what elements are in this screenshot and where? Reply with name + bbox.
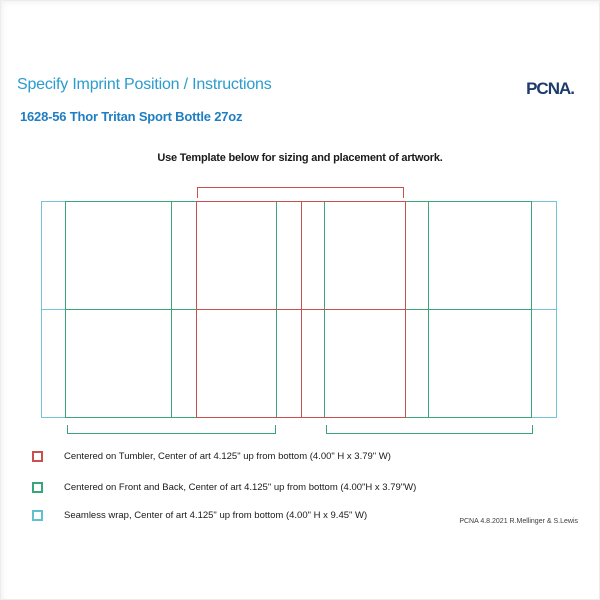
tumbler-center-vertical-line <box>300 202 302 417</box>
front-center-vertical-line <box>170 202 172 417</box>
footer-credit: PCNA 4.8.2021 R.Mellinger & S.Lewis <box>459 518 578 525</box>
back-width-bracket <box>326 425 533 434</box>
front-width-bracket <box>67 425 276 434</box>
tumbler-width-bracket <box>197 187 404 198</box>
legend-label: Centered on Tumbler, Center of art 4.125… <box>64 451 391 462</box>
legend-item-seamless-wrap: Seamless wrap, Center of art 4.125" up f… <box>32 510 367 521</box>
legend-label: Centered on Front and Back, Center of ar… <box>64 482 417 493</box>
pcna-logo: PCNA. <box>526 79 575 98</box>
legend-item-front-back: Centered on Front and Back, Center of ar… <box>32 482 416 493</box>
tumbler-swatch-icon <box>32 451 43 462</box>
page-title: Specify Imprint Position / Instructions <box>17 76 272 93</box>
legend-item-tumbler: Centered on Tumbler, Center of art 4.125… <box>32 451 391 462</box>
tumbler-imprint-outline <box>196 201 406 418</box>
product-title: 1628-56 Thor Tritan Sport Bottle 27oz <box>20 109 243 124</box>
template-heading: Use Template below for sizing and placem… <box>157 152 443 164</box>
legend-label: Seamless wrap, Center of art 4.125" up f… <box>64 510 368 521</box>
seamless-wrap-swatch-icon <box>32 510 43 521</box>
back-center-vertical-line <box>427 202 429 417</box>
front-back-swatch-icon <box>32 482 43 493</box>
